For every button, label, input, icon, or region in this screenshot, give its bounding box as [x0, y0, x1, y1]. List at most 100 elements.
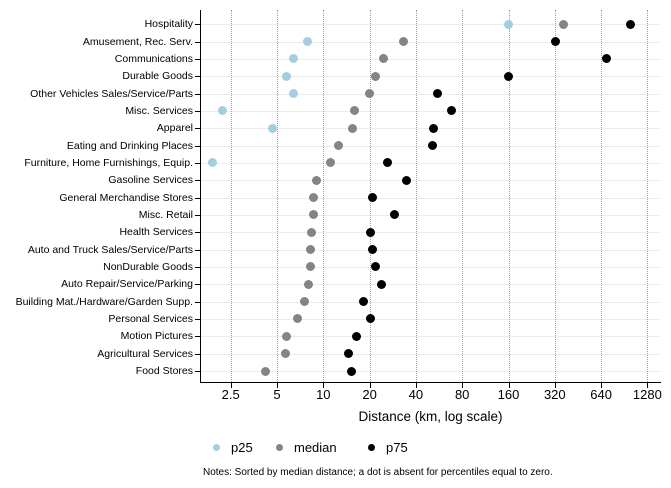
legend-dot-icon	[368, 444, 375, 451]
category-label: Health Services	[119, 226, 193, 239]
category-label: Misc. Services	[125, 104, 193, 117]
dot-median	[558, 19, 568, 29]
y-axis-tick	[195, 145, 200, 147]
dot-p75	[371, 262, 381, 272]
x-gridline	[277, 10, 278, 382]
y-axis-tick	[195, 197, 200, 199]
x-gridline	[462, 10, 464, 382]
x-gridline	[601, 10, 603, 382]
row-gridline	[201, 371, 660, 372]
y-axis-tick	[195, 284, 200, 286]
category-label: Communications	[114, 52, 193, 65]
x-tick-label: 10	[316, 387, 331, 402]
category-label: Gasoline Services	[108, 174, 193, 187]
legend-label: median	[294, 440, 337, 455]
notes-text: Notes: Sorted by median distance; a dot …	[203, 467, 553, 478]
x-gridline	[554, 10, 556, 382]
dot-p75	[352, 331, 362, 341]
row-gridline	[201, 353, 660, 355]
legend-dot-icon	[276, 444, 283, 451]
dot-p75	[368, 245, 378, 255]
x-axis-tick	[230, 383, 232, 388]
y-axis-tick	[195, 266, 200, 268]
category-label: Furniture, Home Furnishings, Equip.	[24, 156, 193, 169]
dot-median	[311, 175, 321, 185]
y-axis-tick	[195, 24, 200, 26]
dot-median	[378, 54, 388, 64]
category-label: Food Stores	[135, 365, 193, 377]
row-gridline	[201, 318, 660, 320]
dot-p75	[401, 175, 411, 185]
x-axis-tick	[508, 383, 510, 388]
category-label: NonDurable Goods	[103, 260, 193, 273]
legend-item-p75: p75	[368, 440, 408, 455]
category-label: Apparel	[156, 122, 193, 135]
dot-p75	[358, 297, 368, 307]
dot-median	[309, 193, 319, 203]
row-gridline	[201, 197, 660, 199]
dot-median	[365, 89, 375, 99]
legend-item-median: median	[276, 440, 337, 455]
dot-p25	[217, 106, 227, 116]
y-axis-tick	[195, 318, 200, 320]
y-axis-tick	[195, 301, 200, 303]
x-gridline	[508, 10, 510, 382]
dot-p75	[366, 314, 376, 324]
plot-frame	[200, 10, 661, 383]
category-label: Other Vehicles Sales/Service/Parts	[30, 87, 193, 100]
dot-p75	[382, 158, 392, 168]
dot-median	[349, 106, 359, 116]
x-tick-label: 160	[497, 387, 520, 402]
category-label: Amusement, Rec. Serv.	[82, 35, 193, 48]
row-gridline	[201, 58, 660, 60]
x-tick-label: 640	[590, 387, 612, 402]
x-gridline	[647, 10, 649, 382]
y-axis-tick	[195, 371, 200, 372]
dot-median	[333, 141, 343, 151]
row-gridline	[201, 266, 660, 268]
dot-p25	[288, 54, 298, 64]
dot-p25	[303, 37, 313, 47]
y-axis-tick	[195, 76, 200, 78]
dot-p75	[343, 349, 353, 359]
y-axis-tick	[195, 214, 200, 216]
category-label: Hospitality	[144, 18, 193, 31]
y-axis-tick	[195, 232, 200, 234]
row-gridline	[201, 301, 660, 303]
row-gridline	[201, 110, 660, 112]
dot-median	[303, 279, 313, 289]
dot-median	[347, 123, 357, 133]
dot-p75	[432, 89, 442, 99]
dot-p75	[377, 279, 387, 289]
x-axis-tick	[462, 383, 464, 388]
row-gridline	[201, 41, 660, 43]
dot-median	[371, 71, 381, 81]
dot-p25	[207, 158, 217, 168]
category-label: General Merchandise Stores	[59, 191, 193, 204]
row-gridline	[201, 232, 660, 234]
category-label: Auto Repair/Service/Parking	[61, 278, 193, 291]
dot-median	[306, 245, 316, 255]
x-axis-tick	[369, 383, 371, 388]
y-axis-tick	[195, 93, 200, 95]
legend-item-p25: p25	[213, 440, 253, 455]
y-axis-tick	[195, 58, 200, 60]
row-gridline	[201, 284, 660, 286]
x-tick-label: 80	[454, 387, 470, 402]
x-gridline	[323, 10, 325, 382]
x-axis-tick	[554, 383, 556, 388]
dot-p75	[626, 19, 636, 29]
x-axis-tick	[601, 383, 603, 388]
x-tick-label: 1280	[632, 387, 662, 402]
dot-median	[293, 314, 303, 324]
dot-p25	[268, 123, 278, 133]
legend-label: p25	[231, 440, 253, 455]
row-gridline	[201, 180, 660, 182]
legend-label: p75	[386, 440, 408, 455]
dot-p75	[366, 227, 376, 237]
dot-p75	[551, 37, 561, 47]
x-tick-label: 5	[273, 387, 281, 402]
dot-p75	[389, 210, 399, 220]
row-gridline	[201, 93, 660, 95]
